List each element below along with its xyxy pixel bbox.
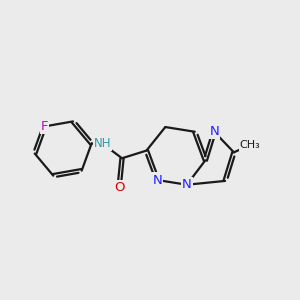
Text: F: F [41,120,48,133]
Text: O: O [114,181,124,194]
Text: N: N [182,178,192,191]
Text: N: N [152,173,162,187]
Text: N: N [209,125,219,138]
Text: NH: NH [94,137,111,150]
Text: CH₃: CH₃ [240,140,260,150]
